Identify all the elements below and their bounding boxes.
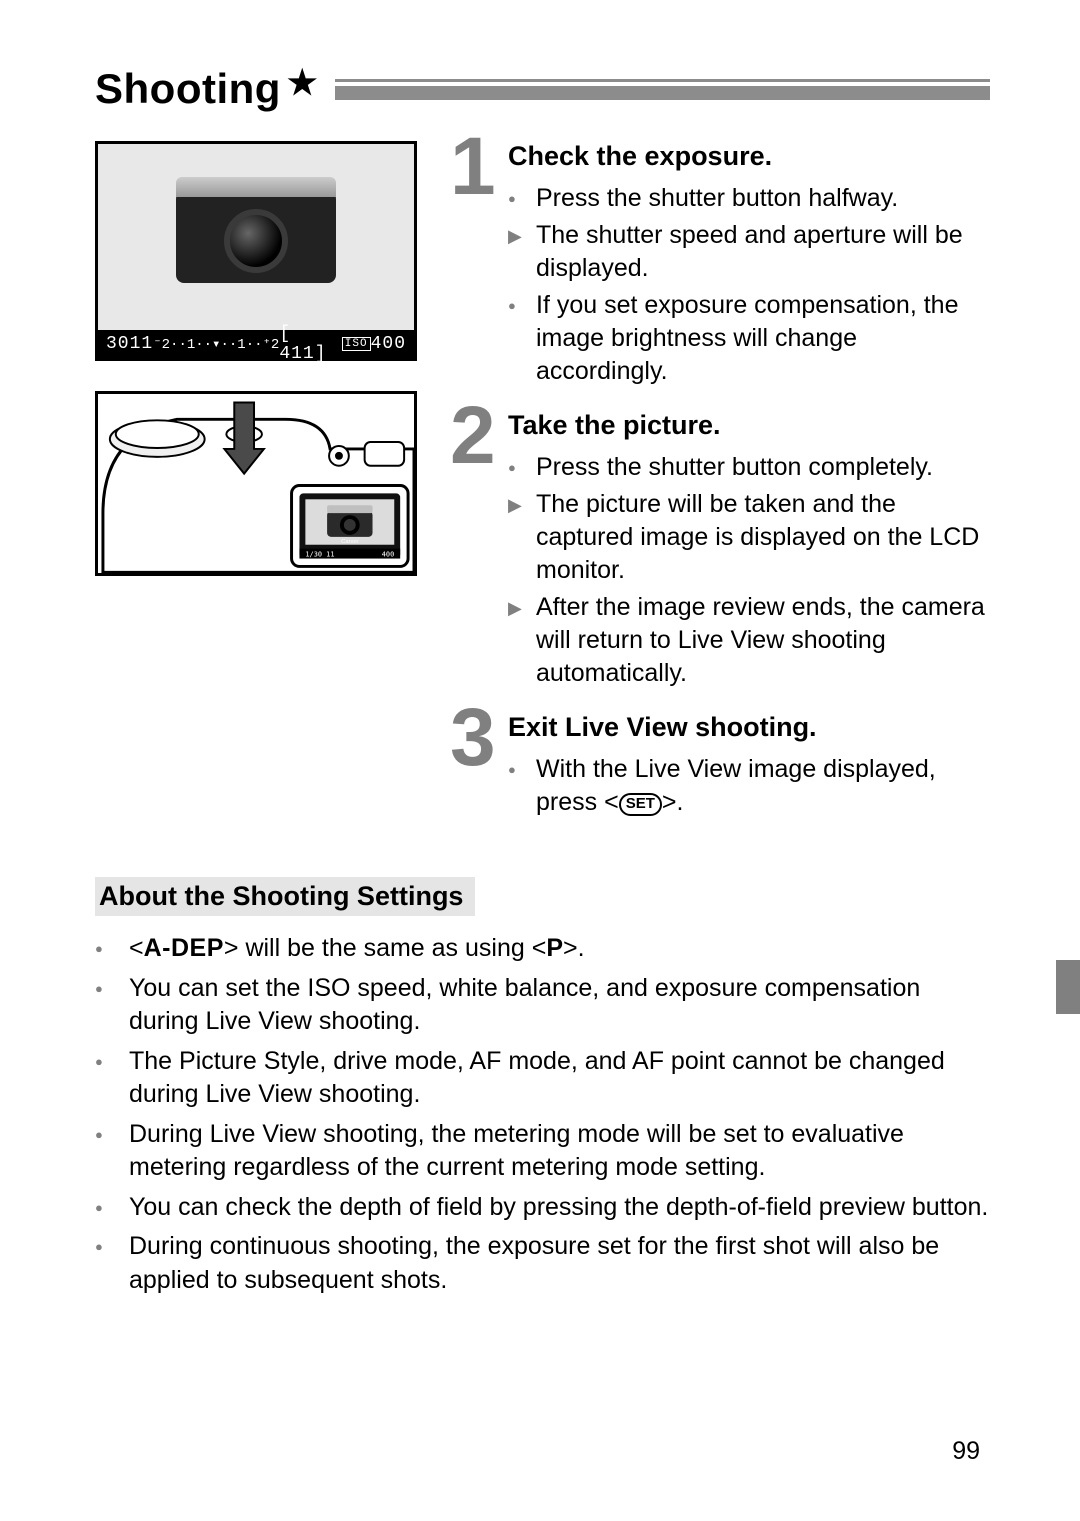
step-3: 3 Exit Live View shooting. With the Live… [450,712,990,823]
iso-icon: ISO [342,337,371,351]
step-title: Exit Live View shooting. [508,712,990,743]
bullet-dot-icon [95,972,129,1039]
step-1: 1 Check the exposure. Press the shutter … [450,141,990,392]
step-number: 3 [450,706,508,823]
page-number: 99 [952,1437,980,1466]
list-item: Press the shutter button halfway. [508,182,990,215]
step-title: Take the picture. [508,410,990,441]
step-2-items: Press the shutter button completely. The… [508,451,990,690]
lcd-scene [98,144,414,330]
step-number: 2 [450,404,508,694]
svg-text:1/30 11: 1/30 11 [305,551,334,559]
list-item: The picture will be taken and the captur… [508,488,990,587]
camera-body-illustration: Canon 1/30 11 400 [98,394,414,573]
list-item: Press the shutter button completely. [508,451,990,484]
lcd-info-bar: 30 11 ⁻2··1··▾··1··⁺2 [ 411] ISO 400 [98,330,414,358]
bullet-dot-icon [95,1045,129,1112]
bullet-dot-icon [508,753,536,819]
lcd-ev-scale: ⁻2··1··▾··1··⁺2 [153,336,279,353]
list-item: If you set exposure compensation, the im… [508,289,990,388]
star-icon: ★ [287,63,317,103]
lcd-shots: [ 411] [279,324,341,364]
lcd-aperture: 11 [130,334,154,354]
bullet-triangle-icon [508,591,536,690]
bullet-triangle-icon [508,219,536,285]
bullet-dot-icon [95,932,129,966]
list-item: During Live View shooting, the metering … [95,1118,990,1185]
bullet-dot-icon [508,182,536,215]
page-heading: Shooting ★ [95,65,990,113]
mode-p-icon: P [546,934,563,962]
set-button-icon: SET [619,793,662,816]
about-heading: About the Shooting Settings [95,877,475,916]
bullet-dot-icon [95,1118,129,1185]
step-title: Check the exposure. [508,141,990,172]
list-item: The Picture Style, drive mode, AF mode, … [95,1045,990,1112]
svg-text:Canon: Canon [341,539,358,545]
svg-text:400: 400 [382,551,394,559]
section-tab [1056,960,1080,1014]
about-item-text: <A-DEP> will be the same as using <P>. [129,932,990,966]
figure-column: 30 11 ⁻2··1··▾··1··⁺2 [ 411] ISO 400 [95,141,440,841]
list-item: The shutter speed and aperture will be d… [508,219,990,285]
step-2: 2 Take the picture. Press the shutter bu… [450,410,990,694]
bullet-dot-icon [95,1191,129,1225]
lcd-iso: 400 [371,334,406,354]
mode-adep-icon: A-DEP [144,934,224,962]
steps-area: 30 11 ⁻2··1··▾··1··⁺2 [ 411] ISO 400 [95,141,990,841]
step-3-items: With the Live View image displayed, pres… [508,753,990,819]
step-3-text: With the Live View image displayed, pres… [536,753,990,819]
list-item: You can check the depth of field by pres… [95,1191,990,1225]
list-item: After the image review ends, the camera … [508,591,990,690]
figure-lcd-preview: 30 11 ⁻2··1··▾··1··⁺2 [ 411] ISO 400 [95,141,417,361]
bullet-dot-icon [508,289,536,388]
heading-rule [335,79,990,100]
bullet-triangle-icon [508,488,536,587]
manual-page: Shooting ★ 30 11 ⁻2··1··▾··1··⁺2 [ 411] [0,0,1080,1521]
bullet-dot-icon [508,451,536,484]
about-list: <A-DEP> will be the same as using <P>. Y… [95,932,990,1297]
bullet-dot-icon [95,1230,129,1297]
list-item: You can set the ISO speed, white balance… [95,972,990,1039]
step-1-items: Press the shutter button halfway. The sh… [508,182,990,388]
list-item: With the Live View image displayed, pres… [508,753,990,819]
step-number: 1 [450,135,508,392]
steps-column: 1 Check the exposure. Press the shutter … [440,141,990,841]
list-item: <A-DEP> will be the same as using <P>. [95,932,990,966]
lcd-shutter: 30 [106,334,130,354]
list-item: During continuous shooting, the exposure… [95,1230,990,1297]
figure-camera-body: Canon 1/30 11 400 [95,391,417,576]
camera-icon [176,191,336,283]
heading-text: Shooting [95,65,281,113]
